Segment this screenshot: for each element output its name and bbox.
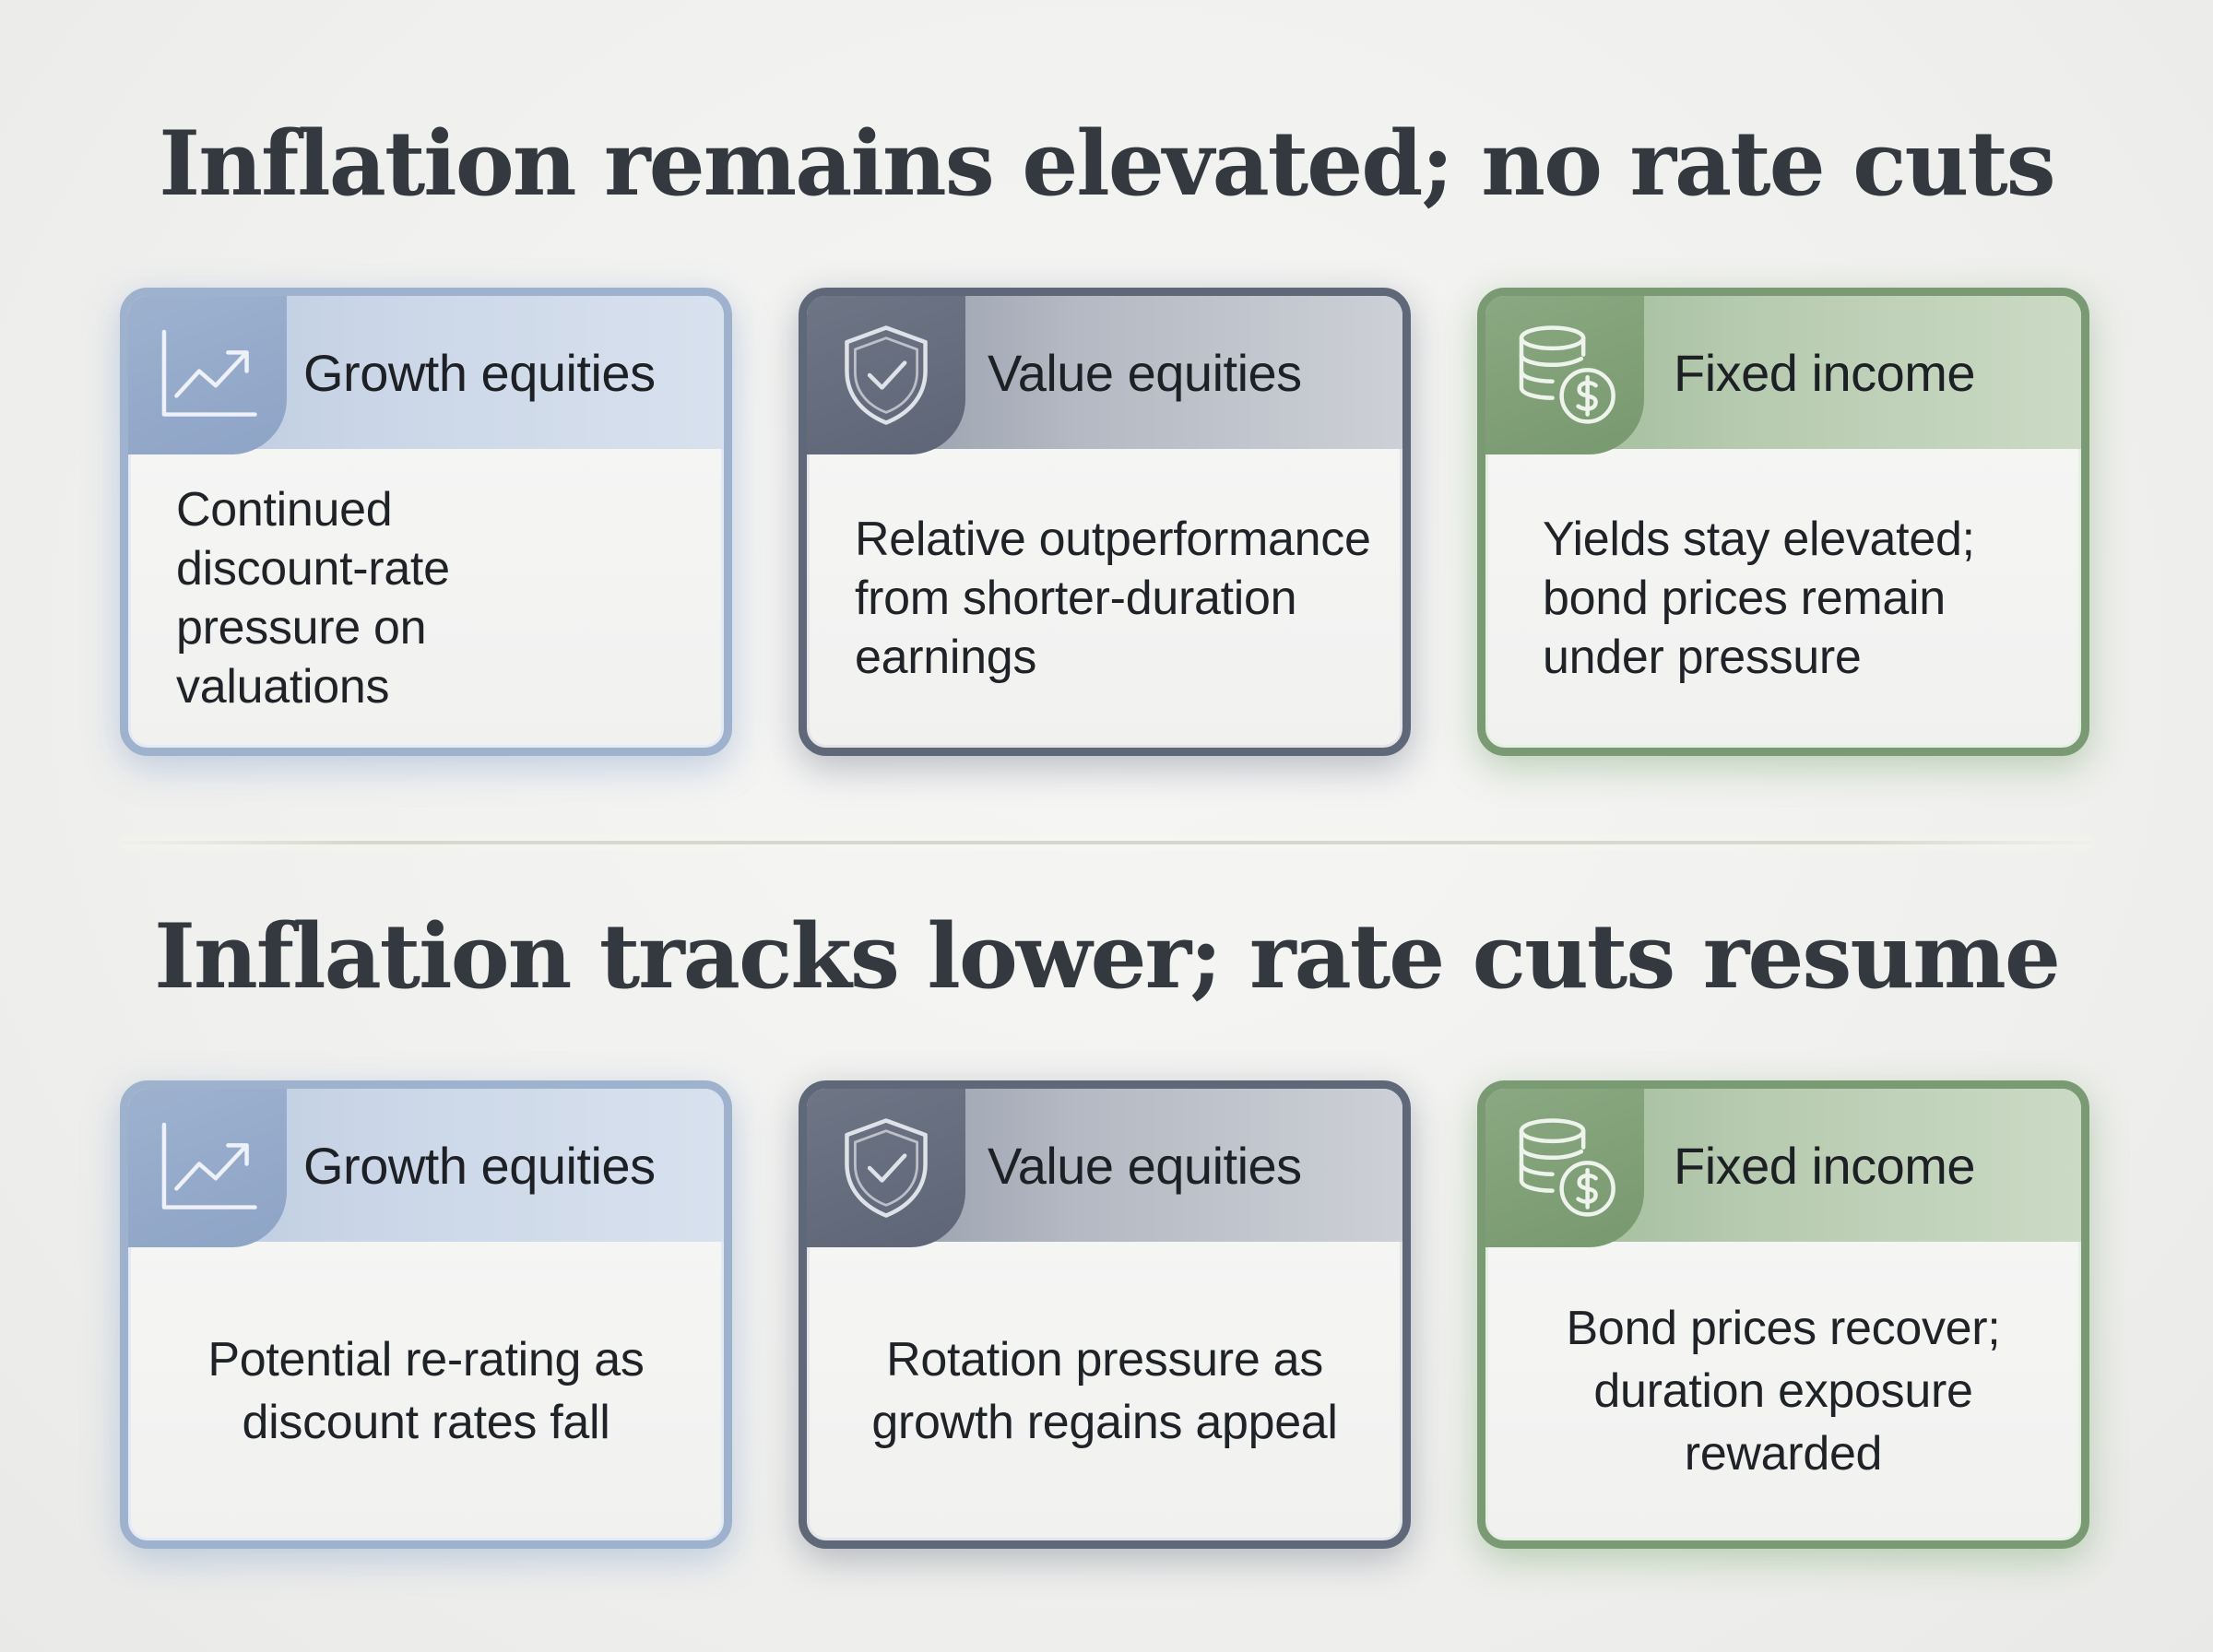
section-divider [120,841,2093,844]
section-title-lower: Inflation tracks lower; rate cuts resume [154,904,2061,1009]
shield-check-icon [807,296,965,454]
card-value-equities: Value equities Relative outperformance f… [799,288,1411,756]
card-title: Value equities [988,1136,1302,1195]
scenario-row-elevated: Growth equities Continued discount-rate … [0,288,2213,760]
card-title: Growth equities [303,1136,656,1195]
scenario-row-lower: Growth equities Potential re-rating as d… [0,1080,2213,1552]
coins-dollar-icon [1485,1089,1644,1247]
chart-line-icon [128,296,287,454]
card-title: Value equities [988,343,1302,402]
card-description: Rotation pressure as growth regains appe… [871,1333,1338,1449]
card-description: Continued discount-rate pressure on valu… [176,483,450,714]
card-description: Relative outperformance from shorter-dur… [855,513,1371,684]
card-fixed-income: Fixed income Bond prices recover; durati… [1477,1080,2089,1549]
card-title: Growth equities [303,343,656,402]
card-growth-equities: Growth equities Continued discount-rate … [120,288,732,756]
card-value-equities: Value equities Rotation pressure as grow… [799,1080,1411,1549]
section-title-elevated: Inflation remains elevated; no rate cuts [159,112,2055,216]
shield-check-icon [807,1089,965,1247]
card-description: Potential re-rating as discount rates fa… [207,1333,645,1449]
chart-line-icon [128,1089,287,1247]
card-fixed-income: Fixed income Yields stay elevated; bond … [1477,288,2089,756]
card-growth-equities: Growth equities Potential re-rating as d… [120,1080,732,1549]
card-description: Bond prices recover; duration exposure r… [1566,1302,2001,1481]
card-title: Fixed income [1674,343,1976,402]
card-title: Fixed income [1674,1136,1976,1195]
coins-dollar-icon [1485,296,1644,454]
card-description: Yields stay elevated; bond prices remain… [1543,513,1975,684]
